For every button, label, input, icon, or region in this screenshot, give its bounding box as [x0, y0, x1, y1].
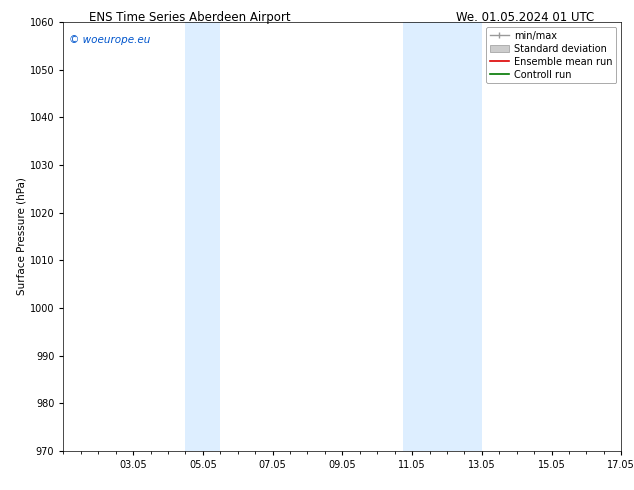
Y-axis label: Surface Pressure (hPa): Surface Pressure (hPa): [17, 177, 27, 295]
Text: ENS Time Series Aberdeen Airport: ENS Time Series Aberdeen Airport: [89, 11, 291, 24]
Bar: [185, 22, 221, 451]
Text: © woeurope.eu: © woeurope.eu: [69, 35, 150, 45]
Text: We. 01.05.2024 01 UTC: We. 01.05.2024 01 UTC: [456, 11, 595, 24]
Bar: [403, 22, 482, 451]
Legend: min/max, Standard deviation, Ensemble mean run, Controll run: min/max, Standard deviation, Ensemble me…: [486, 27, 616, 83]
